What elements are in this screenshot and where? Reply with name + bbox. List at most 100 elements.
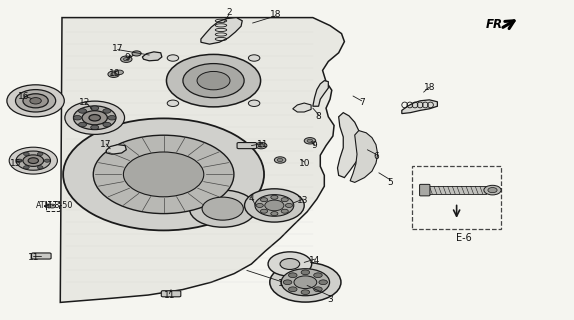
Text: 5: 5: [387, 178, 393, 187]
Text: 4: 4: [249, 194, 254, 203]
Circle shape: [16, 151, 51, 170]
Polygon shape: [60, 18, 344, 302]
Circle shape: [304, 138, 316, 144]
Circle shape: [73, 116, 82, 120]
Circle shape: [89, 115, 100, 121]
Circle shape: [63, 118, 264, 230]
Circle shape: [65, 101, 125, 134]
Circle shape: [183, 64, 244, 98]
Circle shape: [166, 54, 261, 107]
Circle shape: [73, 106, 116, 130]
Circle shape: [189, 190, 256, 227]
Circle shape: [108, 71, 119, 77]
Circle shape: [30, 98, 41, 104]
Circle shape: [271, 212, 278, 216]
Circle shape: [167, 100, 179, 107]
Circle shape: [24, 152, 29, 156]
Polygon shape: [402, 100, 437, 114]
Circle shape: [261, 209, 267, 213]
Polygon shape: [313, 81, 328, 106]
Circle shape: [265, 200, 284, 211]
Circle shape: [103, 109, 111, 113]
Circle shape: [281, 269, 329, 296]
Circle shape: [271, 195, 278, 199]
Polygon shape: [201, 18, 242, 44]
Circle shape: [284, 280, 292, 284]
Text: 6: 6: [373, 152, 379, 161]
Text: 11: 11: [28, 253, 39, 262]
Circle shape: [281, 198, 288, 202]
Circle shape: [37, 166, 43, 169]
Text: 10: 10: [298, 159, 310, 168]
Polygon shape: [293, 103, 311, 112]
Text: 18: 18: [424, 83, 435, 92]
Circle shape: [17, 159, 22, 162]
Text: 13: 13: [297, 196, 309, 204]
Text: 14: 14: [309, 256, 320, 265]
Text: 11: 11: [257, 140, 269, 149]
Circle shape: [123, 58, 129, 61]
FancyBboxPatch shape: [420, 184, 430, 196]
Circle shape: [285, 204, 293, 207]
FancyBboxPatch shape: [426, 186, 486, 194]
Circle shape: [82, 111, 107, 125]
Circle shape: [28, 158, 38, 164]
Polygon shape: [338, 113, 362, 178]
Circle shape: [249, 55, 260, 61]
Circle shape: [281, 209, 288, 213]
Circle shape: [49, 204, 56, 208]
Circle shape: [111, 73, 117, 76]
Polygon shape: [142, 52, 162, 61]
Circle shape: [197, 71, 230, 90]
Circle shape: [245, 189, 304, 222]
Circle shape: [23, 155, 44, 166]
Circle shape: [294, 276, 317, 289]
Text: E-6: E-6: [456, 233, 472, 244]
Circle shape: [108, 116, 116, 120]
Text: 8: 8: [316, 112, 321, 121]
Circle shape: [115, 70, 123, 75]
Circle shape: [132, 51, 141, 56]
Circle shape: [44, 159, 50, 162]
Circle shape: [37, 152, 43, 156]
Circle shape: [249, 100, 260, 107]
Text: 16: 16: [18, 92, 30, 100]
Circle shape: [484, 185, 501, 195]
Circle shape: [121, 56, 132, 62]
Circle shape: [93, 135, 234, 214]
Text: 17: 17: [112, 44, 123, 53]
Circle shape: [15, 90, 56, 112]
Text: 7: 7: [359, 98, 364, 107]
Circle shape: [202, 197, 243, 220]
Circle shape: [103, 122, 111, 127]
Circle shape: [270, 262, 341, 302]
Text: 18: 18: [270, 10, 281, 19]
Text: 1: 1: [278, 279, 284, 288]
Circle shape: [79, 122, 87, 127]
Circle shape: [268, 252, 312, 276]
Circle shape: [79, 109, 87, 113]
FancyBboxPatch shape: [161, 291, 181, 297]
Circle shape: [274, 157, 286, 163]
Circle shape: [23, 94, 48, 108]
Circle shape: [488, 188, 497, 193]
Circle shape: [255, 142, 267, 149]
Circle shape: [9, 147, 57, 174]
Text: 11: 11: [164, 292, 175, 300]
Circle shape: [313, 287, 322, 292]
Circle shape: [280, 259, 300, 269]
Text: 10: 10: [109, 69, 121, 78]
Text: FR.: FR.: [486, 18, 507, 30]
Circle shape: [307, 139, 313, 142]
FancyBboxPatch shape: [237, 143, 257, 148]
Polygon shape: [106, 145, 126, 154]
Circle shape: [261, 198, 267, 202]
Text: 12: 12: [79, 98, 91, 107]
Circle shape: [91, 125, 99, 130]
Text: 17: 17: [100, 140, 112, 149]
Circle shape: [258, 144, 264, 147]
Circle shape: [289, 287, 297, 292]
Circle shape: [256, 204, 263, 207]
Text: ATM-8-50: ATM-8-50: [36, 201, 73, 210]
Text: 3: 3: [327, 295, 333, 304]
